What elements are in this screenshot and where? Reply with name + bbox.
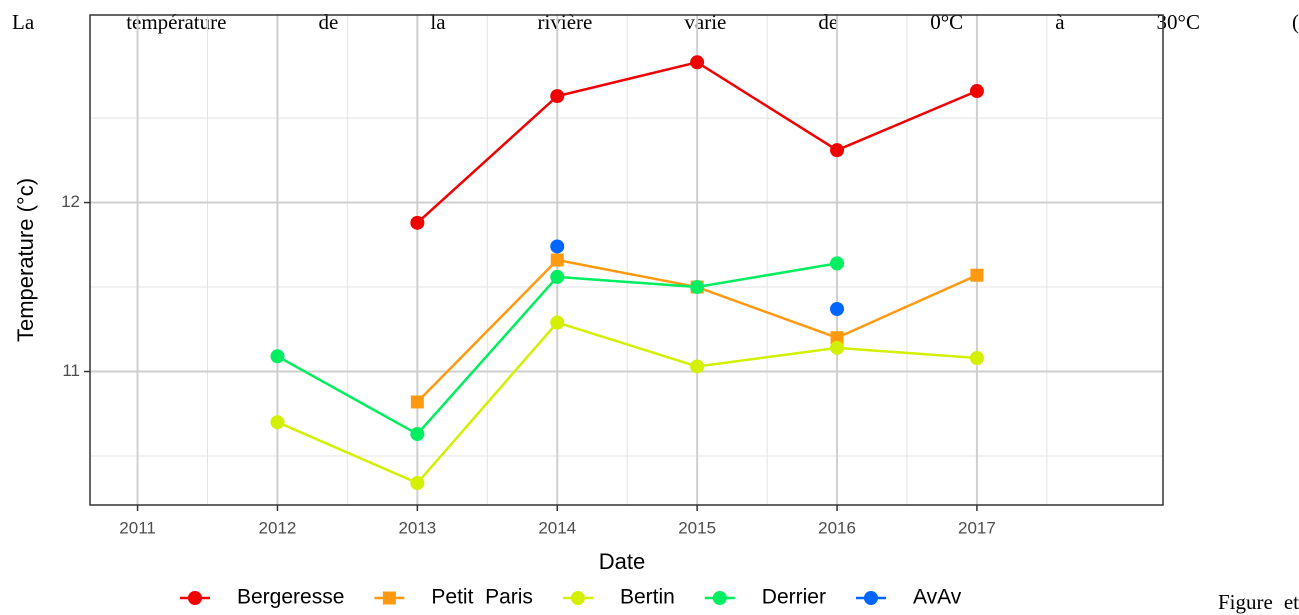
x-tick-label: 2017 — [958, 518, 996, 537]
legend-item: Petit Paris — [374, 586, 533, 609]
legend-item: AvAv — [855, 586, 962, 609]
point — [830, 143, 845, 158]
point — [970, 268, 984, 282]
point — [410, 395, 424, 409]
legend-marker — [382, 591, 396, 605]
y-tick-label: 11 — [62, 361, 80, 380]
legend-marker — [570, 591, 585, 605]
y-tick-label: 12 — [61, 192, 80, 211]
body-text: Figure et — [1218, 590, 1299, 614]
legend-label: AvAv — [913, 586, 962, 609]
point — [550, 269, 565, 284]
point — [550, 253, 564, 267]
grid — [90, 15, 1163, 505]
point — [690, 359, 705, 374]
legend-label: Bertin — [620, 586, 675, 609]
legend-item: Bergeresse — [180, 586, 344, 609]
legend-label: Derrier — [762, 586, 826, 609]
point — [830, 256, 845, 271]
x-tick-label: 2015 — [678, 518, 716, 537]
legend-label: Bergeresse — [237, 586, 344, 609]
point — [690, 55, 705, 70]
y-axis-title: Temperature (°c) — [13, 178, 38, 342]
point — [830, 302, 845, 316]
point — [550, 315, 565, 330]
point — [969, 84, 984, 99]
legend-marker — [863, 591, 878, 605]
point — [410, 215, 425, 230]
legend-label: Petit Paris — [431, 586, 533, 609]
x-tick-label: 2011 — [119, 518, 156, 537]
series-line — [276, 321, 978, 485]
legend-marker — [188, 591, 202, 605]
point — [410, 476, 425, 491]
plot-border — [89, 14, 1164, 506]
point — [270, 415, 285, 430]
x-tick-label: 2014 — [538, 518, 576, 537]
x-tick-label: 2012 — [259, 518, 297, 537]
point — [550, 89, 565, 104]
point — [410, 427, 425, 442]
x-tick-label: 2016 — [818, 518, 856, 537]
x-axis-title: Date — [599, 549, 645, 574]
point — [550, 239, 565, 254]
legend-item: Bertin — [562, 586, 675, 609]
point — [270, 349, 285, 364]
legend-item: Derrier — [704, 586, 826, 609]
point — [830, 340, 845, 355]
point — [830, 331, 844, 345]
point — [969, 351, 984, 365]
legend-marker — [712, 591, 727, 605]
body-text: La température de la rivière varie de 0°… — [12, 10, 1299, 34]
x-tick-label: 2013 — [398, 518, 436, 537]
point — [690, 280, 705, 295]
